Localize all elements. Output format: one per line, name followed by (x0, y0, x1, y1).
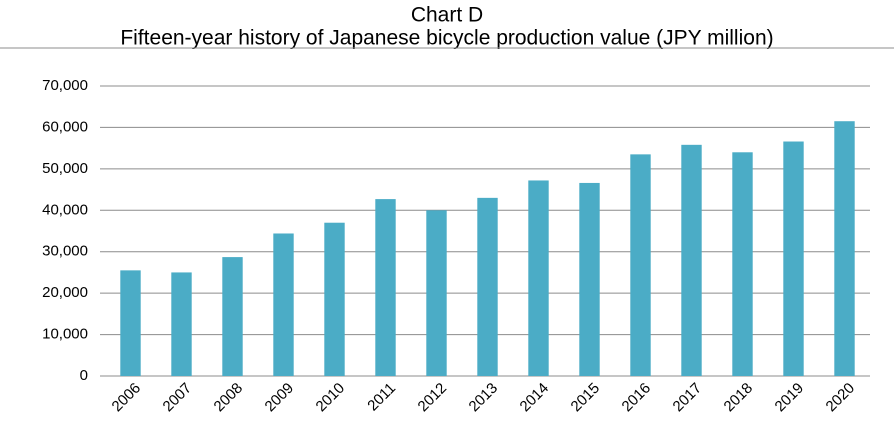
y-tick-label: 70,000 (42, 77, 88, 94)
chart-title: Chart D (411, 4, 483, 27)
x-tick-label: 2010 (313, 380, 349, 416)
bar (834, 121, 855, 376)
x-tick-label: 2011 (364, 380, 399, 415)
x-tick-label: 2015 (568, 380, 604, 416)
x-tick-label: 2007 (160, 380, 196, 416)
y-tick-label: 60,000 (42, 118, 88, 135)
y-tick-label: 20,000 (42, 284, 88, 301)
bar (426, 210, 447, 376)
x-tick-label: 2016 (619, 380, 655, 416)
x-tick-label: 2020 (823, 380, 859, 416)
x-tick-label: 2017 (670, 380, 706, 416)
chart-subtitle: Fifteen-year history of Japanese bicycle… (120, 27, 773, 50)
bar (375, 199, 396, 376)
x-tick-label: 2006 (109, 380, 145, 416)
y-tick-label: 10,000 (42, 326, 88, 343)
y-tick-label: 40,000 (42, 201, 88, 218)
y-tick-label: 0 (80, 367, 88, 384)
x-tick-label: 2009 (262, 380, 298, 416)
x-tick-label: 2008 (211, 380, 247, 416)
x-tick-label: 2013 (466, 380, 502, 416)
bar (732, 152, 753, 376)
bar (630, 154, 651, 376)
bar (273, 233, 294, 376)
x-tick-label: 2014 (517, 380, 553, 416)
bar (528, 180, 549, 376)
x-tick-label: 2018 (721, 380, 757, 416)
bar (171, 272, 192, 376)
bar (222, 257, 243, 376)
y-tick-label: 50,000 (42, 160, 88, 177)
bar (783, 141, 804, 376)
y-tick-label: 30,000 (42, 243, 88, 260)
bar (120, 270, 141, 376)
bar (324, 222, 345, 376)
x-tick-label: 2012 (415, 380, 451, 416)
bar (477, 197, 498, 376)
x-tick-label: 2019 (772, 380, 808, 416)
bar (681, 144, 702, 376)
bar (579, 182, 600, 376)
